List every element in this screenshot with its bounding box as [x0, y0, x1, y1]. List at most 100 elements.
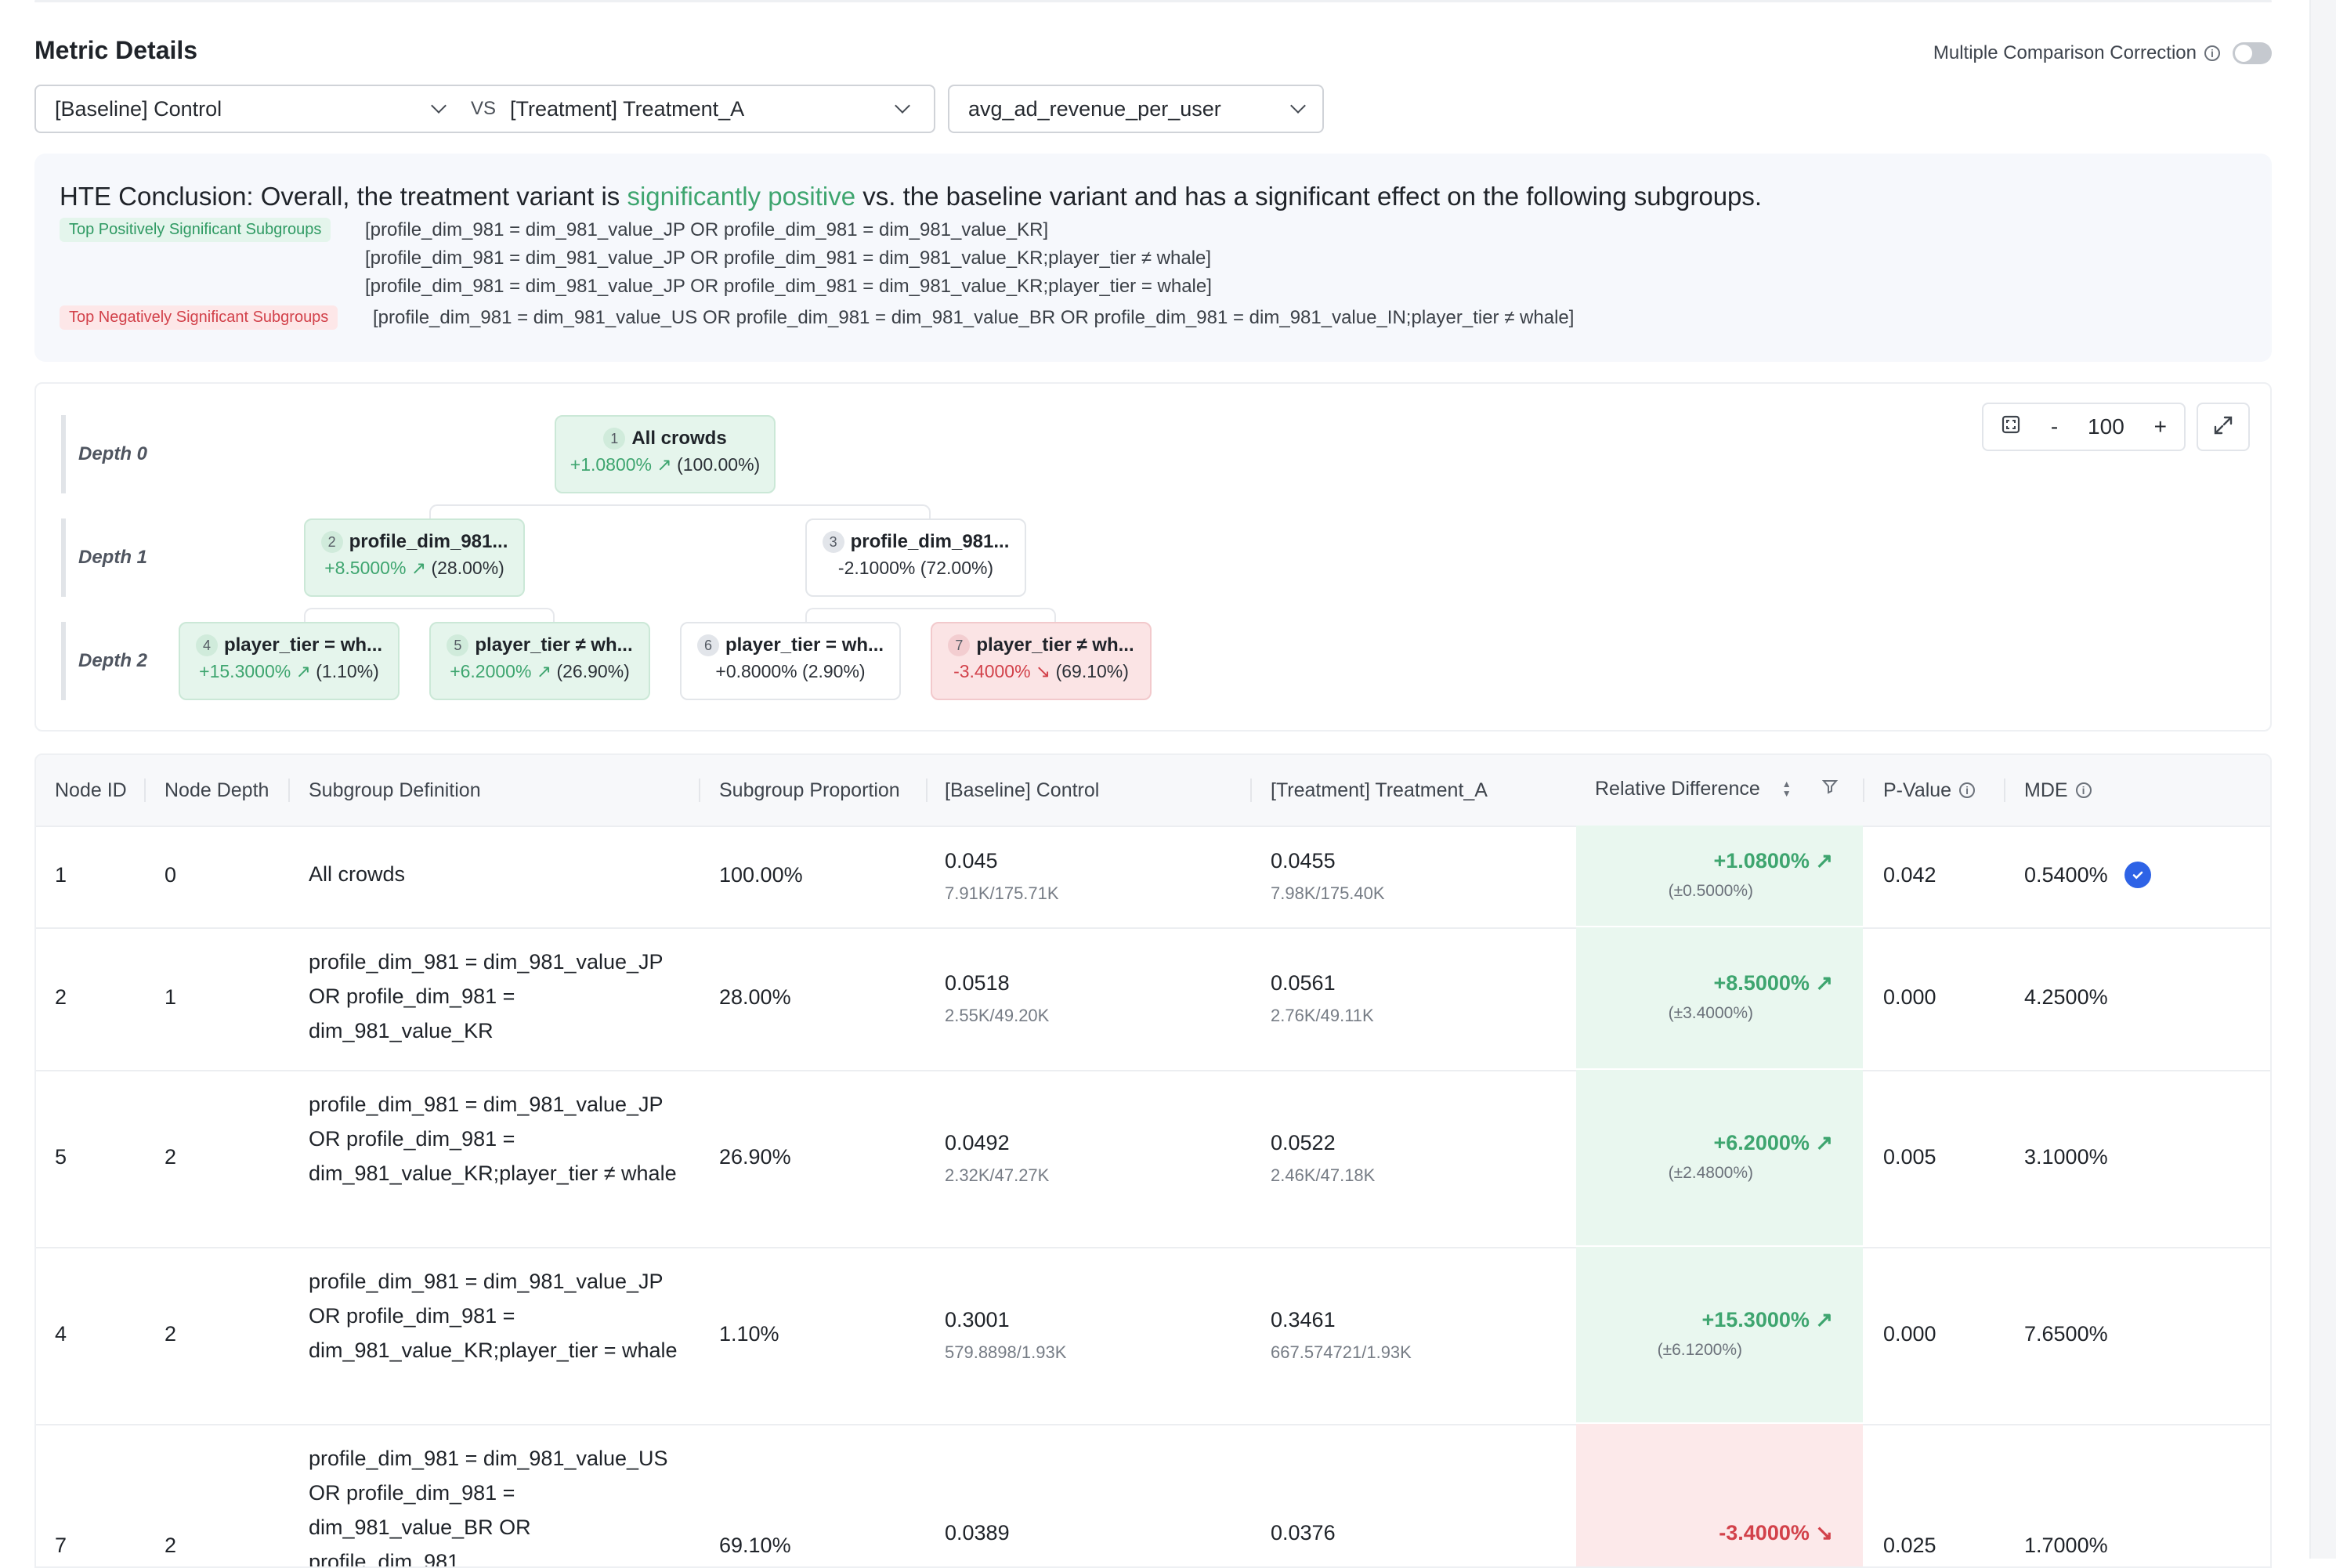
relative-difference-ci: (±6.1200%) — [1657, 1341, 1742, 1359]
treatment-value: 0.0561 — [1271, 971, 1336, 995]
info-icon[interactable]: i — [2204, 45, 2220, 61]
subgroup-proportion: 69.10% — [719, 1534, 791, 1557]
subgroup-proportion: 26.90% — [719, 1145, 791, 1169]
tree-node-4[interactable]: 4 player_tier = wh... +15.3000% ↗ (1.10%) — [179, 622, 400, 700]
node-id: 4 — [55, 1322, 67, 1346]
node-depth: 2 — [165, 1145, 177, 1169]
col-relative-difference[interactable]: Relative Difference ▲ ▼ — [1595, 755, 1839, 822]
subgroup-proportion: 100.00% — [719, 863, 803, 887]
hte-conclusion-panel: HTE Conclusion: Overall, the treatment v… — [34, 154, 2272, 362]
info-icon[interactable]: i — [2075, 782, 2092, 798]
depth-label-2: Depth 2 — [61, 622, 147, 700]
node-title: profile_dim_981... — [349, 531, 508, 552]
tree-node-2[interactable]: 2 profile_dim_981... +8.5000% ↗ (28.00%) — [304, 518, 525, 597]
positive-subgroup: [profile_dim_981 = dim_981_value_JP OR p… — [365, 219, 1049, 240]
col-treatment: [Treatment] Treatment_A — [1271, 779, 1488, 801]
page-title: Metric Details — [34, 36, 198, 64]
col-node-id: Node ID — [55, 779, 127, 801]
zoom-out-button[interactable]: - — [2050, 414, 2059, 439]
arrow-up-right-icon: ↗ — [410, 558, 427, 578]
relative-difference-ci: (±3.4000%) — [1668, 1004, 1753, 1022]
relative-difference-value: +6.2000% ↗ — [1713, 1131, 1833, 1154]
relative-difference-value: +15.3000% ↗ — [1701, 1308, 1834, 1331]
node-proportion: (1.10%) — [316, 661, 379, 681]
table-row[interactable]: -3.4000% ↘ 7 2 profile_dim_981 = dim_981… — [36, 1424, 2270, 1566]
sort-icon[interactable]: ▲ ▼ — [1781, 779, 1792, 799]
col-divider — [288, 779, 290, 802]
table-row[interactable]: +6.2000% ↗ (±2.4800%) 5 2 profile_dim_98… — [36, 1070, 2270, 1248]
treatment-counts: 7.98K/175.40K — [1271, 883, 1385, 903]
col-relative-difference-label: Relative Difference — [1595, 777, 1760, 800]
tree-node-5[interactable]: 5 player_tier ≠ wh... +6.2000% ↗ (26.90%) — [429, 622, 650, 700]
col-divider — [699, 779, 700, 802]
top-divider — [34, 0, 2272, 2]
tree-node-7[interactable]: 7 player_tier ≠ wh... -3.4000% ↘ (69.10%) — [931, 622, 1152, 700]
mde-value: 4.2500% — [2024, 985, 2108, 1009]
mcc-toggle[interactable] — [2233, 42, 2272, 64]
info-icon[interactable]: i — [1959, 782, 1976, 798]
relative-difference-value: -3.4000% ↘ — [1719, 1521, 1833, 1545]
relative-difference-cell: +6.2000% ↗ (±2.4800%) — [1576, 1070, 1863, 1245]
treatment-value: 0.0455 — [1271, 849, 1336, 873]
zoom-in-button[interactable]: + — [2153, 414, 2167, 439]
zoom-level: 100 — [2088, 414, 2124, 439]
subgroup-definition: All crowds — [309, 862, 406, 886]
table-row[interactable]: +15.3000% ↗ (±6.1200%) 4 2 profile_dim_9… — [36, 1247, 2270, 1425]
metric-select[interactable]: avg_ad_revenue_per_user — [948, 85, 1324, 133]
relative-difference-value: +1.0800% ↗ — [1713, 849, 1833, 873]
baseline-value: 0.045 — [945, 849, 998, 873]
treatment-value: 0.0522 — [1271, 1131, 1336, 1154]
col-subgroup-definition: Subgroup Definition — [309, 779, 481, 801]
conclusion-text: HTE Conclusion: Overall, the treatment v… — [60, 182, 1762, 211]
relative-difference-cell: +15.3000% ↗ (±6.1200%) — [1576, 1247, 1863, 1422]
col-p-value-label: P-Value — [1883, 779, 1952, 801]
p-value: 0.025 — [1883, 1534, 1936, 1557]
relative-difference-cell: +1.0800% ↗ (±0.5000%) — [1576, 826, 1863, 926]
depth-label-1: Depth 1 — [61, 518, 147, 597]
treatment-value: 0.3461 — [1271, 1308, 1336, 1331]
table-row[interactable]: +8.5000% ↗ (±3.4000%) 2 1 profile_dim_98… — [36, 927, 2270, 1071]
tree-connector — [429, 504, 931, 522]
relative-difference-ci: (±0.5000%) — [1668, 882, 1753, 900]
expand-icon — [2212, 414, 2234, 440]
node-depth: 2 — [165, 1534, 177, 1557]
depth-label-0: Depth 0 — [61, 415, 147, 493]
node-depth: 0 — [165, 863, 177, 887]
fullscreen-button[interactable] — [2197, 403, 2250, 451]
conclusion-highlight: significantly positive — [627, 182, 856, 211]
zoom-control: - 100 + — [1982, 403, 2186, 451]
treatment-counts: 667.574721/1.93K — [1271, 1342, 1412, 1362]
mde-value: 1.7000% — [2024, 1534, 2108, 1557]
vs-label: VS — [471, 98, 497, 119]
baseline-counts: 579.8898/1.93K — [945, 1342, 1067, 1362]
subgroup-definition: profile_dim_981 = dim_981_value_JP OR pr… — [309, 950, 664, 1042]
tree-connector — [304, 608, 555, 625]
treatment-value: 0.0376 — [1271, 1521, 1336, 1545]
table-row[interactable]: +1.0800% ↗ (±0.5000%) 1 0 All crowds 100… — [36, 826, 2270, 929]
node-proportion: (72.00%) — [920, 558, 994, 578]
p-value: 0.000 — [1883, 985, 1936, 1009]
page-scrollbar[interactable] — [2309, 0, 2336, 1559]
treatment-select[interactable]: [Treatment] Treatment_A — [504, 97, 927, 121]
relative-difference-value: +8.5000% ↗ — [1713, 971, 1833, 995]
relative-difference-cell: -3.4000% ↘ — [1576, 1424, 1863, 1566]
tree-node-1[interactable]: 1 All crowds +1.0800% ↗ (100.00%) — [555, 415, 776, 493]
baseline-select[interactable]: [Baseline] Control — [36, 97, 463, 121]
node-id: 1 — [55, 863, 67, 887]
tree-node-3[interactable]: 3 profile_dim_981... -2.1000% (72.00%) — [805, 518, 1026, 597]
tree-node-6[interactable]: 6 player_tier = wh... +0.8000% (2.90%) — [680, 622, 901, 700]
table-header: Node ID Node Depth Subgroup Definition S… — [36, 755, 2270, 827]
node-number: 2 — [320, 531, 343, 553]
fit-screen-icon[interactable] — [2001, 414, 2021, 440]
col-node-depth: Node Depth — [165, 779, 269, 801]
node-diff: +15.3000% — [199, 661, 291, 681]
node-id: 5 — [55, 1145, 67, 1169]
node-id: 2 — [55, 985, 67, 1009]
arrow-up-right-icon: ↗ — [656, 454, 672, 475]
col-baseline: [Baseline] Control — [945, 779, 1100, 801]
relative-difference-cell: +8.5000% ↗ (±3.4000%) — [1576, 927, 1863, 1068]
baseline-counts: 2.55K/49.20K — [945, 1006, 1050, 1025]
mde-value: 3.1000% — [2024, 1145, 2108, 1169]
filter-icon[interactable] — [1821, 778, 1839, 800]
node-id: 7 — [55, 1534, 67, 1557]
